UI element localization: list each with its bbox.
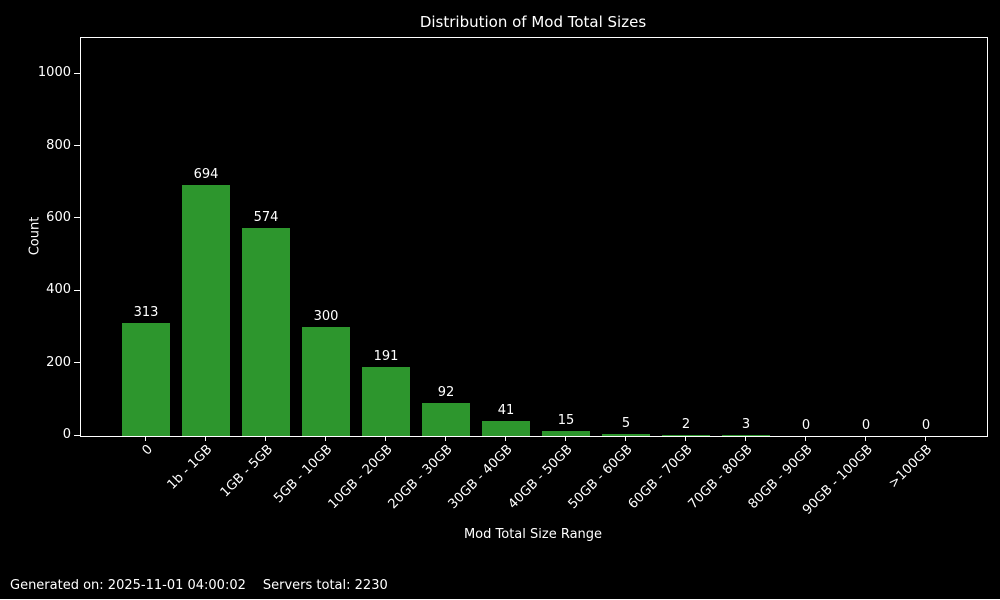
bar-value-label: 0 bbox=[801, 418, 811, 433]
bar-value-label: 0 bbox=[861, 418, 871, 433]
bar bbox=[362, 366, 410, 436]
plot-area: 313 694 574 300 191 92 41 15 5 2 3 0 0 0 bbox=[80, 37, 988, 437]
y-tick-label: 200 bbox=[46, 354, 71, 370]
x-tick-label: 1b - 1GB bbox=[164, 442, 216, 493]
y-tick-label: 0 bbox=[62, 427, 71, 442]
x-tick-label: 5GB - 10GB bbox=[271, 442, 336, 507]
x-axis-title: Mod Total Size Range bbox=[463, 527, 603, 542]
bar bbox=[722, 434, 770, 436]
chart-title: Distribution of Mod Total Sizes bbox=[419, 13, 647, 31]
x-tick-label: >100GB bbox=[886, 442, 936, 492]
x-tick-mark bbox=[265, 436, 266, 441]
y-tick-mark bbox=[74, 289, 80, 291]
y-tick-mark bbox=[74, 362, 80, 364]
x-tick-mark bbox=[865, 436, 866, 441]
y-tick-mark bbox=[74, 145, 80, 147]
bar-value-label: 2 bbox=[681, 417, 691, 433]
bar-value-label: 694 bbox=[193, 166, 219, 182]
x-tick-mark bbox=[325, 436, 326, 441]
x-tick-mark bbox=[805, 436, 806, 441]
bar-value-label: 0 bbox=[921, 418, 931, 433]
y-tick-mark bbox=[74, 217, 80, 219]
bar bbox=[302, 327, 350, 436]
bar-value-label: 41 bbox=[497, 403, 515, 419]
servers-total-text: Servers total: 2230 bbox=[262, 578, 388, 593]
x-tick-mark bbox=[625, 436, 626, 441]
x-tick-mark bbox=[685, 436, 686, 441]
y-tick-mark bbox=[74, 72, 80, 74]
x-tick-mark bbox=[145, 436, 146, 441]
bar bbox=[482, 421, 530, 436]
bar bbox=[122, 322, 170, 436]
x-tick-mark bbox=[745, 436, 746, 441]
y-axis-title: Count bbox=[27, 216, 43, 256]
bar-value-label: 300 bbox=[313, 309, 339, 325]
x-tick-mark bbox=[385, 436, 386, 441]
bar bbox=[422, 402, 470, 436]
x-tick-mark bbox=[925, 436, 926, 441]
bar-value-label: 92 bbox=[437, 384, 455, 400]
bar-value-label: 191 bbox=[373, 348, 399, 364]
y-tick-label: 1000 bbox=[37, 65, 71, 81]
x-tick-mark bbox=[205, 436, 206, 441]
y-tick-label: 800 bbox=[46, 137, 71, 153]
y-tick-label: 600 bbox=[46, 209, 71, 225]
bar bbox=[542, 430, 590, 436]
x-tick-mark bbox=[445, 436, 446, 441]
bar-value-label: 3 bbox=[741, 416, 751, 432]
generated-on-text: Generated on: 2025-11-01 04:00:02 bbox=[10, 578, 246, 593]
x-tick-mark bbox=[505, 436, 506, 441]
bar-value-label: 574 bbox=[253, 210, 279, 226]
x-tick-label: 1GB - 5GB bbox=[217, 442, 276, 501]
bar bbox=[182, 184, 230, 436]
bar bbox=[242, 228, 290, 436]
x-tick-mark bbox=[565, 436, 566, 441]
bar-value-label: 313 bbox=[133, 304, 159, 320]
y-tick-mark bbox=[74, 434, 80, 436]
bar bbox=[662, 435, 710, 436]
bar bbox=[602, 434, 650, 436]
y-tick-label: 400 bbox=[46, 282, 71, 298]
bar-value-label: 15 bbox=[557, 412, 575, 428]
x-tick-label: 0 bbox=[139, 442, 156, 459]
footer-status-text: Generated on: 2025-11-01 04:00:02 Servers… bbox=[10, 578, 388, 593]
bar-value-label: 5 bbox=[621, 416, 631, 432]
